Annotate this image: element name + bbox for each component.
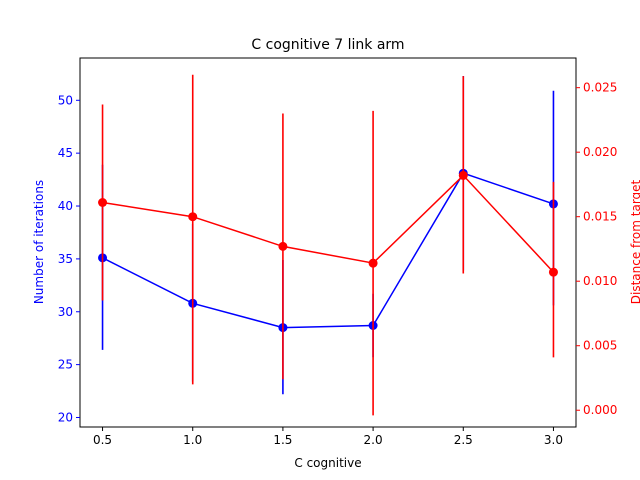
distance-point <box>188 212 198 222</box>
x-tick-label: 0.5 <box>93 433 112 447</box>
x-axis-label: C cognitive <box>294 456 361 470</box>
y-right-tick-label: 0.005 <box>583 339 617 353</box>
y-left-tick-label: 35 <box>58 252 73 266</box>
distance-point <box>548 267 558 277</box>
iterations-line <box>102 172 554 329</box>
y-axis-label-right: Distance from target <box>629 179 640 304</box>
y-right-tick-label: 0.020 <box>583 145 617 159</box>
y-right-tick-label: 0.025 <box>583 81 617 95</box>
y-axis-label-left: Number of iterations <box>32 180 46 304</box>
x-tick-label: 3.0 <box>544 433 563 447</box>
y-right-tick-label: 0.015 <box>583 210 617 224</box>
series-iterations <box>98 75 558 395</box>
y-right-tick-label: 0.000 <box>583 403 617 417</box>
x-tick-label: 1.5 <box>273 433 292 447</box>
series-distance <box>98 74 558 416</box>
series-layer <box>98 74 558 416</box>
y-ticks-left: 20 25 30 35 40 45 50 <box>58 93 80 424</box>
distance-point <box>368 258 378 268</box>
y-right-tick-label: 0.010 <box>583 274 617 288</box>
distance-point <box>278 241 288 251</box>
y-left-tick-label: 25 <box>58 358 73 372</box>
chart-title: C cognitive 7 link arm <box>251 37 404 53</box>
y-left-tick-label: 50 <box>58 93 73 107</box>
y-ticks-right: 0.000 0.005 0.010 0.015 0.020 0.025 <box>576 81 617 417</box>
distance-point <box>98 198 108 208</box>
y-left-tick-label: 20 <box>58 410 73 424</box>
x-ticks: 0.5 1.0 1.5 2.0 2.5 3.0 <box>93 427 563 447</box>
x-tick-label: 2.5 <box>454 433 473 447</box>
plot-frame <box>79 57 577 428</box>
y-left-tick-label: 45 <box>58 146 73 160</box>
y-left-tick-label: 30 <box>58 305 73 319</box>
y-left-tick-label: 40 <box>58 199 73 213</box>
x-tick-label: 2.0 <box>364 433 383 447</box>
distance-point <box>458 170 468 180</box>
x-tick-label: 1.0 <box>183 433 202 447</box>
distance-line <box>102 174 555 273</box>
